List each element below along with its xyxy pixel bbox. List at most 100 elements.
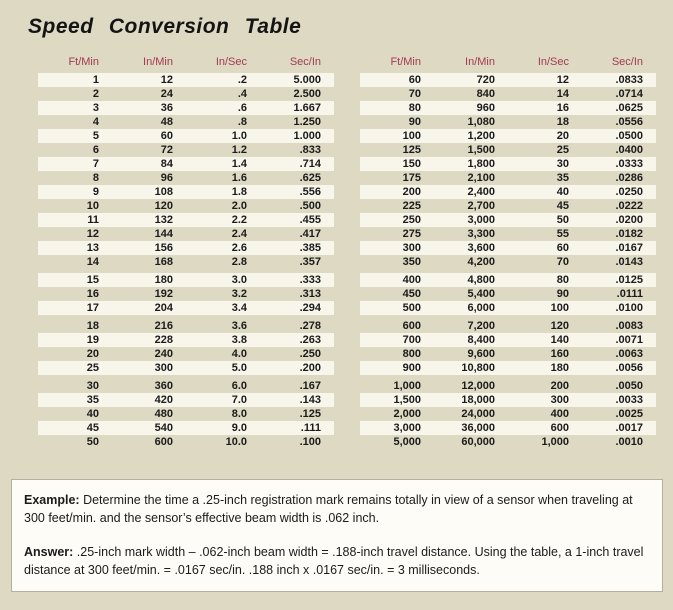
cell: 1.4 <box>186 157 260 171</box>
cell: 4 <box>92 116 99 128</box>
table-row: 175 2,100 35 .0286 <box>360 171 656 185</box>
cell: 13 <box>38 241 112 255</box>
table-row: 1,000 12,000 200 .0050 <box>360 379 656 393</box>
cell: 60 <box>360 73 434 87</box>
cell: .0714 <box>615 88 643 100</box>
cell: 300 <box>508 393 582 407</box>
cell: .0025 <box>615 408 643 420</box>
cell: 1.2 <box>231 144 247 156</box>
cell: 60,000 <box>461 436 495 448</box>
cell: .0071 <box>582 333 656 347</box>
cell: 15 <box>38 273 112 287</box>
cell: .143 <box>260 393 334 407</box>
example-paragraph: Example: Determine the time a .25-inch r… <box>24 492 650 527</box>
table-row: 30 360 6.0 .167 <box>38 379 334 393</box>
cell: .556 <box>260 185 334 199</box>
table-row: 150 1,800 30.0333 <box>360 157 656 171</box>
column-header: Sec/In <box>289 56 321 68</box>
cell: .200 <box>260 361 334 375</box>
cell: 9 <box>38 185 112 199</box>
cell: .455 <box>260 213 334 227</box>
cell: 225 <box>402 200 421 212</box>
cell: 1,000 <box>541 436 569 448</box>
cell: 18,000 <box>434 393 508 407</box>
table-row: 1,500 18,000 300.0033 <box>360 393 656 407</box>
cell: 1.6 <box>231 172 247 184</box>
cell: 2.500 <box>293 88 321 100</box>
cell: .0083 <box>615 320 643 332</box>
cell: 2.4 <box>231 228 247 240</box>
cell: 275 <box>402 228 421 240</box>
cell: 1.0 <box>186 129 260 143</box>
cell: 1,500 <box>467 144 495 156</box>
cell: 96 <box>160 172 173 184</box>
cell: 36 <box>112 101 186 115</box>
cell: 10,800 <box>434 361 508 375</box>
table-row: 3,000 36,000 600.0017 <box>360 421 656 435</box>
cell: 360 <box>154 380 173 392</box>
cell: 80 <box>508 273 582 287</box>
cell: 192 <box>154 288 173 300</box>
cell: 4.0 <box>231 348 247 360</box>
cell: 5 <box>38 129 112 143</box>
cell: .333 <box>260 273 334 287</box>
cell: 10 <box>86 200 99 212</box>
cell: .0250 <box>582 185 656 199</box>
speed-table-right: Ft/Min In/Min In/Sec Sec/In 60 720 12.0833 70 84… <box>360 55 656 449</box>
cell: 40 <box>508 185 582 199</box>
cell: .0100 <box>582 301 656 315</box>
column-header: In/Sec <box>215 56 247 68</box>
cell: 18 <box>556 116 569 128</box>
table-row: 800 9,600 160 .0063 <box>360 347 656 361</box>
cell: .0056 <box>582 361 656 375</box>
cell: 204 <box>112 301 186 315</box>
cell: 600 <box>154 436 173 448</box>
cell: 2.6 <box>186 241 260 255</box>
cell: 2.8 <box>231 256 247 268</box>
cell: 1 <box>38 73 112 87</box>
cell: .167 <box>299 380 321 392</box>
example-text: Determine the time a .25-inch registrati… <box>24 493 633 525</box>
cell: .125 <box>299 408 321 420</box>
table-row: 17 204 3.4.294 <box>38 301 334 315</box>
cell: 720 <box>434 73 508 87</box>
cell: .100 <box>299 436 321 448</box>
table-row: 13 156 2.6.385 <box>38 241 334 255</box>
cell: 3,300 <box>467 228 495 240</box>
cell: 70 <box>556 256 569 268</box>
cell: 2 <box>92 88 99 100</box>
cell: 20 <box>86 348 99 360</box>
cell: 2,400 <box>434 185 508 199</box>
cell: 1,200 <box>434 129 508 143</box>
cell: .313 <box>299 288 321 300</box>
column-header: In/Min <box>143 56 173 68</box>
table-row: 90 1,080 18 .0556 <box>360 115 656 129</box>
cell: 14 <box>556 88 569 100</box>
cell: 90 <box>408 116 421 128</box>
cell: 8,400 <box>434 333 508 347</box>
cell: 960 <box>434 101 508 115</box>
cell: .417 <box>299 228 321 240</box>
cell: 5.000 <box>260 73 334 87</box>
cell: 480 <box>154 408 173 420</box>
answer-text: .25-inch mark width – .062-inch beam wid… <box>24 545 644 577</box>
cell: 240 <box>154 348 173 360</box>
table-row: 19 228 3.8.263 <box>38 333 334 347</box>
cell: .625 <box>299 172 321 184</box>
table-row: 125 1,500 25 .0400 <box>360 143 656 157</box>
table-row: 10 120 2.0 .500 <box>38 199 334 213</box>
cell: 72 <box>160 144 173 156</box>
table-row: 35 420 7.0.143 <box>38 393 334 407</box>
cell: .0333 <box>582 157 656 171</box>
cell: 3.0 <box>186 273 260 287</box>
cell: .6 <box>186 101 260 115</box>
cell: 36,000 <box>434 421 508 435</box>
cell: 80 <box>360 101 434 115</box>
cell: 1.000 <box>260 129 334 143</box>
cell: 8.0 <box>231 408 247 420</box>
cell: 4,200 <box>467 256 495 268</box>
speed-table-left: Ft/Min In/Min In/Sec Sec/In 1 12.2 5.000 2 24.4 2… <box>38 55 334 449</box>
table-row: 16 192 3.2 .313 <box>38 287 334 301</box>
cell: 840 <box>476 88 495 100</box>
table-row: 11 132 2.2.455 <box>38 213 334 227</box>
